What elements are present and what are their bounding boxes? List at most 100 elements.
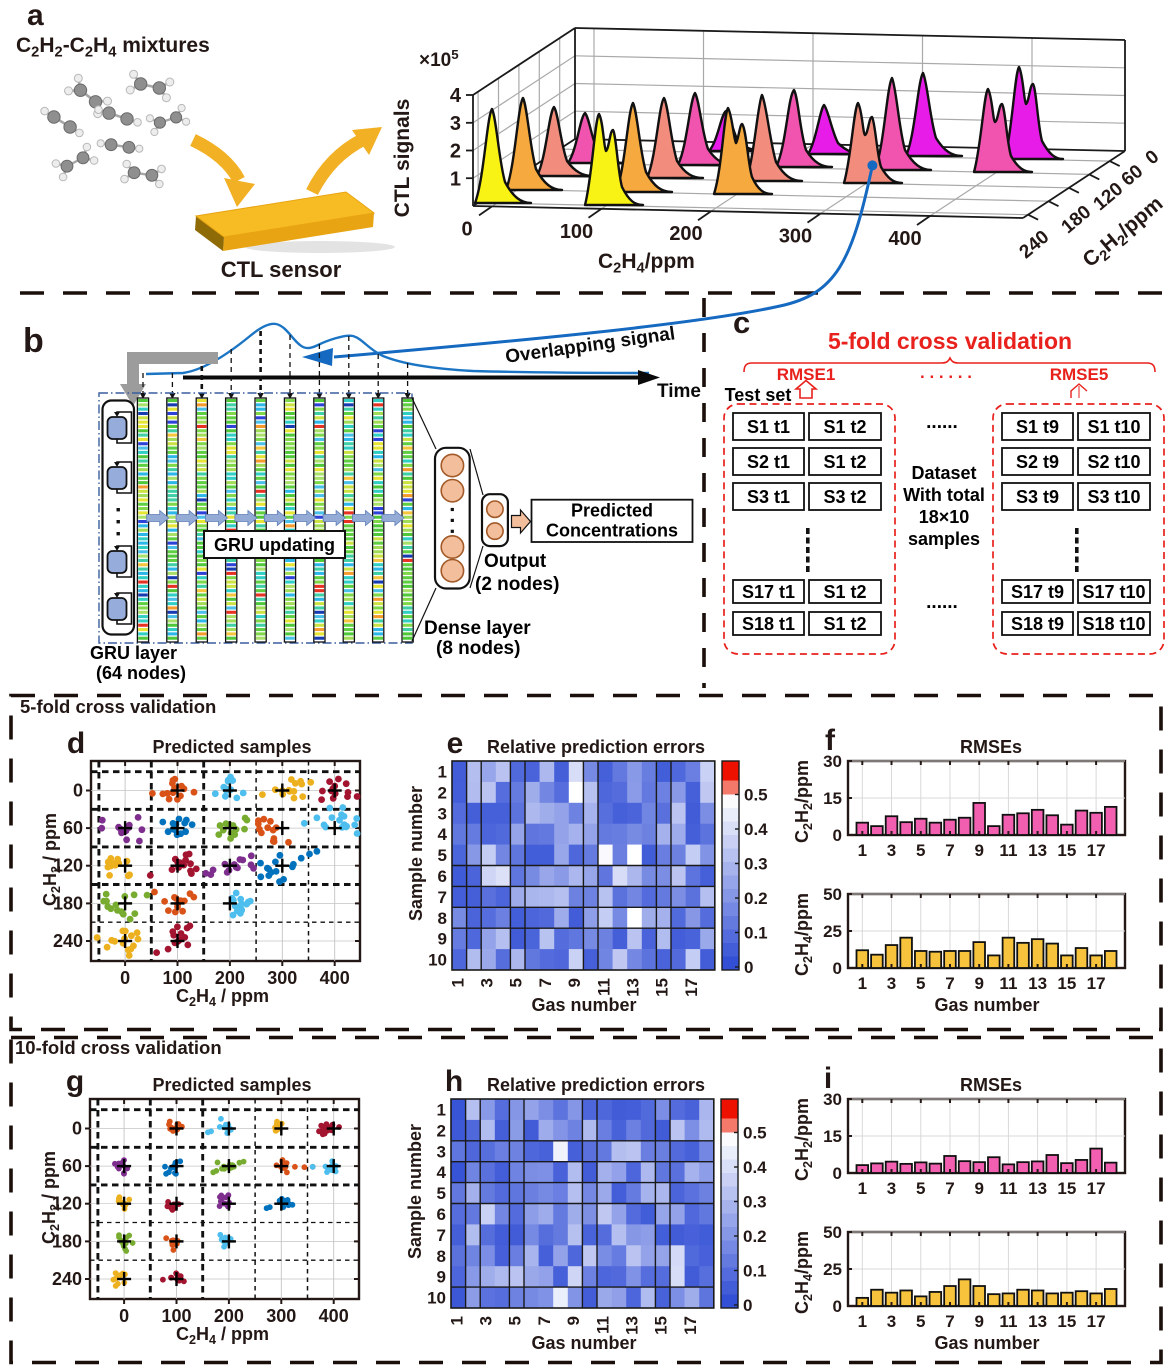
svg-text:17: 17	[1087, 974, 1106, 993]
svg-text:3: 3	[450, 113, 461, 135]
svg-text:300: 300	[266, 1306, 296, 1326]
svg-text:0: 0	[743, 1296, 752, 1315]
svg-text:3: 3	[887, 1312, 896, 1331]
svg-text:200: 200	[214, 1306, 244, 1326]
svg-text:1: 1	[447, 1316, 466, 1325]
svg-text:9: 9	[565, 978, 584, 987]
svg-text:2: 2	[437, 1121, 446, 1140]
svg-text:S17 t1: S17 t1	[742, 582, 795, 602]
svg-text:15: 15	[823, 1127, 842, 1146]
svg-text:GRU layer: GRU layer	[90, 643, 177, 663]
svg-text:1: 1	[858, 974, 867, 993]
svg-text:S2 t1: S2 t1	[747, 452, 790, 472]
svg-text:C2​H2​-C2​H4​ mixtures: C2​H2​-C2​H4​ mixtures	[16, 34, 210, 61]
svg-text:9: 9	[437, 1268, 446, 1287]
svg-text:5: 5	[438, 846, 447, 865]
svg-text:C2​H4​/ppm: C2​H4​/ppm	[598, 250, 695, 277]
svg-text:0.4: 0.4	[743, 1158, 767, 1177]
svg-text:0.3: 0.3	[743, 1193, 767, 1212]
svg-text:3: 3	[478, 978, 497, 987]
svg-text:180: 180	[52, 1231, 82, 1251]
svg-text:C2​H2​/ppm: C2​H2​/ppm	[792, 1098, 815, 1181]
svg-text:(8 nodes): (8 nodes)	[436, 638, 520, 659]
svg-text:CTL signals: CTL signals	[391, 99, 414, 218]
svg-text:50: 50	[823, 1223, 842, 1242]
svg-text:1: 1	[437, 1100, 446, 1119]
svg-text:11: 11	[999, 841, 1017, 860]
svg-text:7: 7	[945, 1179, 954, 1198]
svg-text:4: 4	[450, 85, 462, 107]
svg-text:a: a	[27, 0, 44, 32]
svg-text:15: 15	[653, 978, 672, 997]
svg-text:9: 9	[438, 930, 447, 949]
svg-text:0: 0	[833, 1297, 842, 1316]
svg-text:3: 3	[887, 841, 896, 860]
svg-text:S1 t2: S1 t2	[823, 582, 866, 602]
svg-text:9: 9	[974, 974, 983, 993]
svg-text:b: b	[23, 322, 44, 360]
svg-text:Dense layer: Dense layer	[424, 618, 531, 639]
svg-text:400: 400	[888, 228, 921, 250]
svg-text:S3 t10: S3 t10	[1087, 487, 1140, 507]
svg-text:Sample number: Sample number	[406, 786, 426, 921]
svg-text:Relative prediction errors: Relative prediction errors	[487, 1075, 705, 1095]
svg-text:7: 7	[945, 1312, 954, 1331]
svg-text:e: e	[447, 727, 464, 760]
svg-text:S2 t10: S2 t10	[1087, 452, 1140, 472]
svg-text:15: 15	[1057, 1179, 1076, 1198]
svg-text:3: 3	[477, 1316, 496, 1325]
svg-text:200: 200	[215, 968, 245, 988]
svg-text:5: 5	[916, 1312, 925, 1331]
svg-text:7: 7	[536, 978, 555, 987]
svg-text:60: 60	[63, 818, 83, 838]
svg-text:RMSEs: RMSEs	[960, 1075, 1022, 1095]
svg-text:11: 11	[999, 1179, 1017, 1198]
svg-text:1: 1	[858, 841, 867, 860]
svg-text:Relative prediction errors: Relative prediction errors	[487, 737, 705, 757]
svg-text:3: 3	[437, 1142, 446, 1161]
svg-text:17: 17	[1087, 841, 1106, 860]
svg-text:(64 nodes): (64 nodes)	[96, 663, 186, 683]
svg-text:samples: samples	[908, 529, 980, 549]
svg-text:C2​H4​/ppm: C2​H4​/ppm	[792, 1231, 815, 1314]
svg-text:CTL sensor: CTL sensor	[221, 257, 342, 282]
svg-text:Predicted: Predicted	[571, 501, 653, 521]
svg-text:0: 0	[72, 1119, 82, 1139]
svg-text:S1 t2: S1 t2	[823, 452, 866, 472]
svg-text:g: g	[66, 1065, 84, 1098]
svg-text:17: 17	[1087, 1312, 1106, 1331]
svg-text:d: d	[67, 727, 85, 760]
svg-text:3: 3	[887, 974, 896, 993]
svg-text:240: 240	[52, 1269, 82, 1289]
svg-text:c: c	[733, 305, 750, 340]
svg-text:300: 300	[267, 968, 297, 988]
svg-text:9: 9	[974, 841, 983, 860]
svg-text:0: 0	[833, 1164, 842, 1183]
svg-text:Gas number: Gas number	[934, 995, 1039, 1015]
svg-text:7: 7	[438, 888, 447, 907]
svg-text:120: 120	[52, 1194, 82, 1214]
svg-text:5-fold cross validation: 5-fold cross validation	[20, 696, 216, 717]
svg-text:Sample number: Sample number	[405, 1124, 425, 1259]
svg-text:×105​: ×105​	[419, 47, 459, 71]
svg-text:S1 t1: S1 t1	[747, 417, 790, 437]
svg-text:5: 5	[507, 978, 526, 987]
svg-text:10-fold cross validation: 10-fold cross validation	[15, 1037, 222, 1058]
svg-text:9: 9	[564, 1316, 583, 1325]
svg-text:S17 t9: S17 t9	[1011, 582, 1064, 602]
svg-text:0.5: 0.5	[743, 1124, 767, 1143]
svg-text:......: ......	[926, 592, 958, 613]
svg-text:Concentrations: Concentrations	[546, 521, 678, 541]
svg-text:180: 180	[53, 893, 83, 913]
svg-text:0.5: 0.5	[744, 786, 768, 805]
svg-text:9: 9	[974, 1179, 983, 1198]
svg-text:S17 t10: S17 t10	[1082, 582, 1145, 602]
svg-text:50: 50	[823, 885, 842, 904]
svg-text:5: 5	[916, 974, 925, 993]
svg-text:18×10: 18×10	[919, 507, 970, 527]
svg-text:S18 t9: S18 t9	[1011, 614, 1064, 634]
svg-text:0.2: 0.2	[744, 889, 768, 908]
svg-text:S18 t10: S18 t10	[1082, 614, 1145, 634]
svg-text:7: 7	[535, 1316, 554, 1325]
svg-text:300: 300	[779, 226, 812, 248]
